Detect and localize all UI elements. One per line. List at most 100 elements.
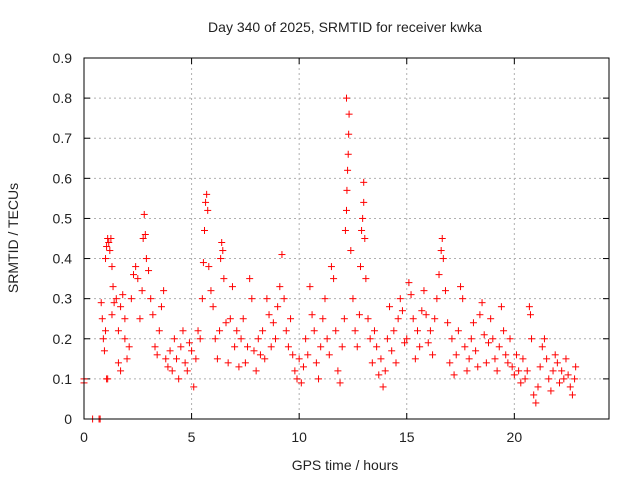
data-point <box>267 343 275 351</box>
data-point <box>220 275 228 283</box>
data-point <box>485 339 493 347</box>
data-point <box>216 327 224 335</box>
data-point <box>474 363 482 371</box>
y-tick-label: 0.6 <box>53 170 73 186</box>
data-point <box>343 94 350 102</box>
data-point <box>291 367 299 375</box>
data-point <box>564 371 572 379</box>
data-point <box>213 355 221 363</box>
data-point <box>381 367 389 375</box>
data-point <box>302 335 310 343</box>
data-point <box>394 315 402 323</box>
data-point <box>392 359 400 367</box>
data-point <box>200 226 208 234</box>
y-tick-label: 0.8 <box>53 90 73 106</box>
data-point <box>269 319 277 327</box>
data-point <box>517 379 525 387</box>
grid-lines <box>84 58 609 419</box>
data-point <box>259 327 267 335</box>
data-point <box>528 335 536 343</box>
y-tick-label: 0.4 <box>53 251 73 267</box>
data-point <box>562 355 570 363</box>
data-point <box>450 371 458 379</box>
data-point <box>175 375 183 383</box>
data-point <box>287 315 295 323</box>
data-point <box>364 315 372 323</box>
data-point <box>103 243 111 251</box>
data-point <box>119 291 127 299</box>
data-point <box>252 367 260 375</box>
data-point <box>299 363 307 371</box>
data-point <box>205 263 213 271</box>
data-point <box>98 315 106 323</box>
data-point <box>153 351 161 359</box>
data-point <box>134 275 142 283</box>
data-point <box>388 347 396 355</box>
data-point <box>278 251 286 259</box>
y-tick-label: 0.5 <box>53 210 73 226</box>
data-point <box>526 311 534 319</box>
data-point <box>323 335 331 343</box>
data-point <box>478 299 486 307</box>
data-point <box>551 351 559 359</box>
data-point <box>439 255 447 263</box>
data-point <box>312 359 320 367</box>
data-point <box>558 367 566 375</box>
x-tick-label: 15 <box>399 429 415 445</box>
data-point <box>493 367 501 375</box>
data-point <box>204 206 212 214</box>
data-point <box>368 359 376 367</box>
data-point <box>239 315 247 323</box>
data-point <box>280 295 288 303</box>
data-point <box>224 359 232 367</box>
data-point <box>341 226 349 234</box>
data-point <box>472 347 480 355</box>
data-point <box>102 255 110 263</box>
data-point <box>155 327 163 335</box>
data-point <box>170 335 178 343</box>
data-point <box>435 271 443 279</box>
data-point <box>489 335 497 343</box>
data-point <box>108 311 116 319</box>
data-point <box>414 327 422 335</box>
x-axis-label: GPS time / hours <box>292 457 399 473</box>
data-point <box>218 239 226 247</box>
data-point <box>114 359 122 367</box>
data-point <box>183 367 191 375</box>
data-point <box>160 287 168 295</box>
data-point <box>344 150 352 158</box>
data-point <box>438 235 446 242</box>
data-point <box>572 363 580 371</box>
data-point <box>127 295 135 303</box>
data-point <box>231 343 239 351</box>
data-point <box>538 343 546 351</box>
data-point <box>228 283 236 291</box>
data-point <box>566 383 574 391</box>
data-point <box>482 359 490 367</box>
data-point <box>403 335 411 343</box>
data-point <box>377 355 385 363</box>
data-point <box>545 375 553 383</box>
data-point <box>112 295 120 303</box>
data-point <box>145 267 153 275</box>
data-point <box>104 375 112 383</box>
data-point <box>317 343 325 351</box>
data-point <box>411 355 419 363</box>
data-point <box>366 335 374 343</box>
data-point <box>463 367 471 375</box>
data-point <box>284 343 292 351</box>
data-point <box>504 359 512 367</box>
data-point <box>457 283 465 291</box>
data-point <box>142 255 150 263</box>
data-point <box>560 375 568 383</box>
data-point <box>568 391 576 399</box>
chart-title: Day 340 of 2025, SRMTID for receiver kwk… <box>208 19 482 35</box>
data-point <box>194 327 202 335</box>
data-point <box>254 335 262 343</box>
data-point <box>136 315 144 323</box>
data-point <box>543 355 551 363</box>
data-point <box>265 311 273 319</box>
data-point <box>495 343 503 351</box>
data-point <box>448 335 456 343</box>
